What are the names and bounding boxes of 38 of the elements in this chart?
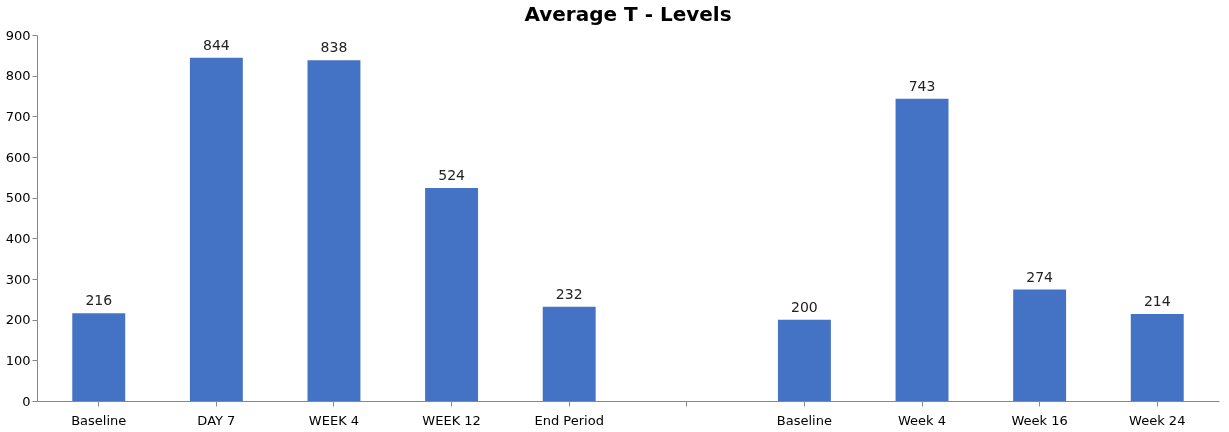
x-tick-label: Week 16 <box>1011 412 1068 428</box>
y-tick-label: 800 <box>5 68 31 84</box>
y-tick-label: 700 <box>5 108 31 124</box>
bar <box>72 313 126 401</box>
data-label: 274 <box>1026 268 1054 285</box>
bar <box>189 57 243 401</box>
x-tick-label: DAY 7 <box>197 412 236 428</box>
data-label: 200 <box>791 298 818 315</box>
data-label: 232 <box>555 285 583 302</box>
bar <box>1013 289 1067 401</box>
data-label: 844 <box>202 36 230 53</box>
bar <box>777 319 831 401</box>
y-tick-label: 0 <box>22 393 31 409</box>
y-tick-label: 300 <box>5 271 31 287</box>
data-label: 838 <box>320 39 348 56</box>
chart-title: Average T - Levels <box>524 2 732 26</box>
data-label: 524 <box>438 166 466 183</box>
x-tick-label: WEEK 12 <box>422 412 481 428</box>
y-tick-label: 100 <box>5 352 31 368</box>
y-tick-label: 600 <box>5 149 31 165</box>
x-tick-label: Week 4 <box>898 412 947 428</box>
data-label: 216 <box>85 292 113 309</box>
bar <box>895 98 949 401</box>
y-tick-label: 900 <box>5 27 31 43</box>
y-tick-label: 200 <box>5 312 31 328</box>
bar <box>542 306 596 401</box>
bar <box>307 60 361 401</box>
x-tick-label: WEEK 4 <box>308 412 360 428</box>
bar <box>1130 313 1184 401</box>
data-label: 214 <box>1143 292 1171 309</box>
x-tick-label: Week 24 <box>1129 412 1186 428</box>
x-tick-label: End Period <box>534 412 604 428</box>
y-tick-label: 400 <box>5 230 31 246</box>
x-tick-label: Baseline <box>776 412 832 428</box>
y-tick-label: 500 <box>5 190 31 206</box>
data-label: 743 <box>908 77 936 94</box>
bar <box>425 187 479 401</box>
x-tick-label: Baseline <box>71 412 127 428</box>
